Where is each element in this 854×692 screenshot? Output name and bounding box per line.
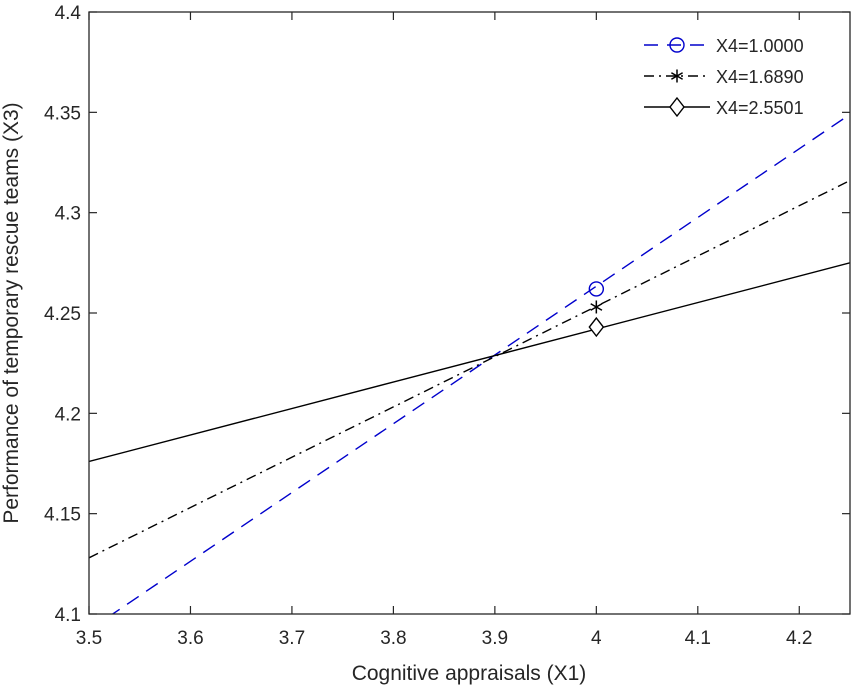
data-markers [588,281,605,338]
circle-marker-icon [669,37,685,53]
diamond-marker-icon [669,96,685,118]
y-tick-label: 4.4 [55,3,82,24]
y-axis-ticks: 4.1 4.15 4.2 4.25 4.3 4.35 4.4 [44,3,850,626]
legend-label: X4=2.5501 [716,98,804,118]
series-line [111,113,850,614]
y-tick-label: 4.3 [55,204,81,225]
legend: X4=1.0000 X4=1.6890 X4=2.5501 [644,36,804,118]
x-tick-label: 4.1 [685,628,711,649]
asterisk-marker-icon [590,300,603,314]
asterisk-marker-icon [670,69,684,83]
x-axis-label: Cognitive appraisals (X1) [352,662,587,685]
circle-marker-icon [588,281,605,297]
y-tick-label: 4.35 [44,103,81,124]
x-tick-label: 3.9 [482,628,508,649]
y-tick-label: 4.1 [55,605,81,626]
series-line [89,262,850,463]
legend-label: X4=1.0000 [716,36,804,56]
plot-lines [89,113,850,614]
legend-label: X4=1.6890 [716,67,804,87]
x-tick-label: 3.8 [380,628,406,649]
y-tick-label: 4.2 [55,404,81,425]
x-tick-label: 3.5 [76,628,102,649]
legend-item: X4=1.0000 [644,36,804,56]
y-tick-label: 4.25 [44,304,81,325]
diamond-marker-icon [588,316,605,338]
series-line [89,179,850,559]
x-tick-label: 3.7 [279,628,305,649]
x-tick-label: 3.6 [177,628,203,649]
x-tick-label: 4.2 [786,628,812,649]
x-tick-label: 4 [591,628,602,649]
y-axis-label: Performance of temporary rescue teams (X… [0,102,23,523]
legend-item: X4=1.6890 [644,67,804,87]
legend-item: X4=2.5501 [644,96,804,118]
x-axis-ticks: 3.5 3.6 3.7 3.8 3.9 4 4.1 4.2 [76,12,812,649]
y-tick-label: 4.15 [44,505,81,526]
